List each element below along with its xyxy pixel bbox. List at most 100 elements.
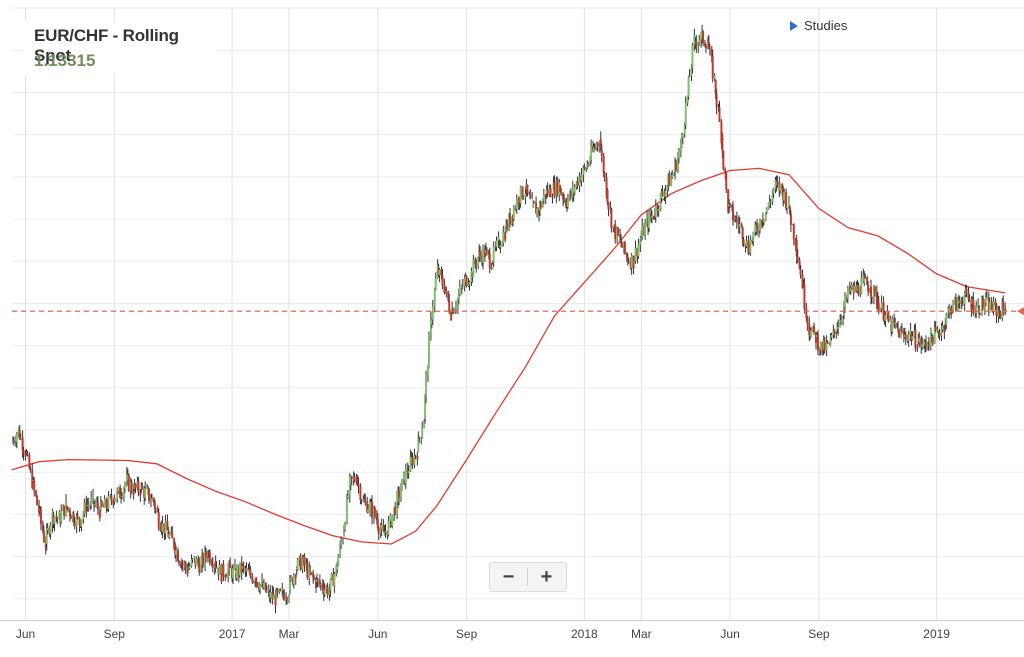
candle-body xyxy=(675,162,678,171)
candle-body xyxy=(364,500,367,502)
candle-body xyxy=(849,287,852,291)
candle-body xyxy=(117,487,120,491)
candle-body xyxy=(764,212,767,220)
candle-body xyxy=(175,550,178,555)
candle-body xyxy=(121,496,124,498)
candle-body xyxy=(680,137,683,148)
candle-body xyxy=(725,172,728,190)
candle-body xyxy=(967,292,970,300)
candle-body xyxy=(356,476,359,485)
candle-body xyxy=(421,428,424,438)
candle-body xyxy=(948,308,951,312)
candle-body xyxy=(684,103,687,125)
candle-body xyxy=(371,502,374,518)
candle-body xyxy=(96,502,99,510)
x-tick-label: Jun xyxy=(368,627,388,641)
candle-body xyxy=(623,241,626,254)
candle-body xyxy=(360,500,363,502)
candle-body xyxy=(193,556,196,559)
candle-body xyxy=(923,340,926,345)
candle-body xyxy=(707,41,710,49)
candle-body xyxy=(195,558,198,566)
candle-body xyxy=(625,253,628,258)
candle-body xyxy=(450,312,453,321)
candle-body xyxy=(144,488,147,498)
candle-body xyxy=(769,201,772,203)
candle-body xyxy=(644,223,647,236)
candle-body xyxy=(278,589,281,593)
candle-body xyxy=(198,563,201,573)
candle-body xyxy=(69,515,72,519)
candle-body xyxy=(673,173,676,176)
candle-body xyxy=(648,213,651,228)
candle-body xyxy=(539,203,542,208)
candle-body xyxy=(605,177,608,197)
chart-title: EUR/CHF - Rolling Spot xyxy=(34,26,179,65)
candle-body xyxy=(960,300,963,304)
candle-body xyxy=(39,509,42,524)
candle-body xyxy=(479,251,482,256)
candle-body xyxy=(867,284,870,292)
zoom-in-button[interactable]: + xyxy=(540,565,553,588)
candle-body xyxy=(18,430,21,439)
candle-body xyxy=(760,220,763,226)
candle-body xyxy=(891,318,894,332)
candle-body xyxy=(343,523,346,530)
candle-body xyxy=(76,515,79,518)
candle-body xyxy=(93,501,96,505)
candle-body xyxy=(776,181,779,183)
candle-body xyxy=(875,291,878,305)
candle-body xyxy=(997,310,1000,317)
candle-body xyxy=(889,319,892,322)
candle-body xyxy=(546,189,549,195)
candle-body xyxy=(789,213,792,225)
studies-label: Studies xyxy=(804,18,848,33)
candle-body xyxy=(137,481,140,492)
candle-body xyxy=(877,302,880,313)
candle-body xyxy=(127,474,130,492)
candle-body xyxy=(893,318,896,324)
studies-menu[interactable]: Studies xyxy=(790,18,847,33)
candle-body xyxy=(702,30,705,44)
candle-body xyxy=(614,224,617,239)
candle-body xyxy=(186,568,189,574)
candle-body xyxy=(805,308,808,319)
candle-body xyxy=(116,490,119,499)
candle-body xyxy=(722,151,725,170)
candle-body xyxy=(339,544,342,557)
candle-body xyxy=(222,564,225,577)
candle-body xyxy=(477,257,480,266)
current-price: 1.13315 xyxy=(34,51,96,70)
candle-body xyxy=(359,486,362,501)
candle-body xyxy=(46,528,49,531)
candle-body xyxy=(53,517,56,524)
candle-body xyxy=(728,203,731,207)
candle-body xyxy=(759,220,762,231)
candle-body xyxy=(425,375,428,396)
zoom-out-button[interactable]: − xyxy=(502,565,515,588)
candle-body xyxy=(313,577,316,580)
candle-body xyxy=(833,330,836,333)
candle-body xyxy=(620,240,623,244)
candle-body xyxy=(502,232,505,244)
candle-body xyxy=(898,328,901,338)
candle-body xyxy=(429,318,432,336)
candle-body xyxy=(407,471,410,474)
candle-body xyxy=(441,275,444,286)
candle-body xyxy=(823,340,826,351)
candle-body xyxy=(130,482,133,492)
candle-body xyxy=(607,202,610,210)
candle-body xyxy=(427,335,430,369)
x-tick-label: Mar xyxy=(630,627,652,641)
candle-body xyxy=(954,298,957,311)
candle-body xyxy=(200,561,203,573)
candle-body xyxy=(288,579,291,591)
candle-body xyxy=(585,167,588,170)
candle-body xyxy=(816,334,819,351)
candle-body xyxy=(633,261,636,263)
candle-body xyxy=(463,278,466,287)
candle-body xyxy=(742,239,745,244)
candle-body xyxy=(467,284,470,287)
candle-body xyxy=(119,487,122,499)
